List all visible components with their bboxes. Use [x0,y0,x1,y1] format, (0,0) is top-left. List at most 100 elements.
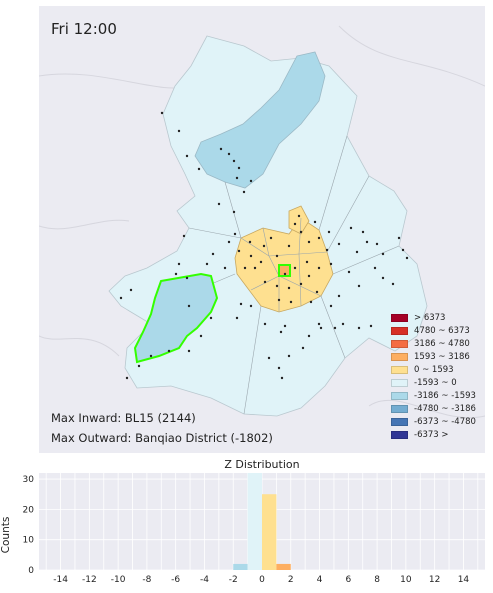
station-dot [174,272,178,276]
station-dot [333,326,337,330]
station-dot [373,266,377,270]
station-dot [283,324,287,328]
station-dot [299,230,303,234]
y-tick-label: 20 [23,505,35,515]
histogram-bar [233,563,248,570]
region-center-east [288,205,310,235]
map-title: Fri 12:00 [51,20,117,38]
x-tick-label: -10 [111,575,126,585]
legend-swatch [391,417,408,426]
station-dot [365,240,369,244]
station-dot [397,236,401,240]
station-dot [160,111,164,115]
y-tick-label: 30 [23,475,35,485]
station-dot [305,260,309,264]
station-dot [232,210,236,214]
station-dot [337,242,341,246]
x-tick-label: -6 [171,575,180,585]
station-dot [249,254,253,258]
bl15-inward-highlight [278,264,291,277]
legend-swatch [391,430,408,439]
x-tick-label: 4 [317,575,323,585]
max-outward-note: Max Outward: Banqiao District (-1802) [51,431,273,445]
station-dot [381,252,385,256]
legend-swatch [391,339,408,348]
x-tick-label: 12 [429,575,440,585]
station-dot [319,326,323,330]
x-tick-label: 6 [345,575,351,585]
map-canvas [39,25,485,419]
station-dot [277,298,281,302]
station-dot [235,176,239,180]
station-dot [125,376,129,380]
station-dot [137,364,141,368]
station-dot [357,326,361,330]
x-tick-label: -2 [229,575,238,585]
station-dot [280,376,284,380]
station-dot [317,236,321,240]
legend-swatch [391,352,408,361]
station-dot [263,322,267,326]
station-dot [239,302,243,306]
station-dot [287,286,291,290]
legend-swatch [391,391,408,400]
max-inward-note: Max Inward: BL15 (2144) [51,411,196,425]
station-dot [327,230,331,234]
station-dot [182,234,186,238]
station-dot [249,179,253,183]
district-borders [158,135,400,415]
station-dot [223,266,227,270]
legend-item: 1593 ~ 3186 [391,350,481,363]
legend-swatch [391,313,408,322]
station-dot [185,276,189,280]
legend-swatch [391,378,408,387]
legend-label: 1593 ~ 3186 [414,351,470,362]
x-tick-label: -8 [142,575,151,585]
legend-item: -6373 > [391,428,481,441]
station-dot [248,240,252,244]
station-dot [177,129,181,133]
legend-item: -4780 ~ -3186 [391,402,481,415]
legend-label: -6373 > [414,429,449,440]
x-tick-label: 2 [288,575,294,585]
station-dot [249,304,253,308]
legend-swatch [391,326,408,335]
station-dot [369,324,373,328]
histogram-bar [276,563,291,570]
station-dot [309,300,313,304]
station-dot [375,242,379,246]
station-dot [341,322,345,326]
station-dot [307,274,311,278]
station-dot [307,334,311,338]
histogram-bar [247,473,262,570]
legend-item: -3186 ~ -1593 [391,389,481,402]
station-dot [381,276,385,280]
station-dot [307,240,311,244]
station-dot [129,288,133,292]
station-dot [219,147,223,151]
y-tick-label: 10 [23,536,35,546]
station-dot [287,354,291,358]
station-dot [235,316,239,320]
station-dot [301,346,305,350]
station-dot [187,349,191,353]
station-dot [349,226,353,230]
station-dot [227,240,231,244]
station-dot [187,304,191,308]
station-dot [277,366,281,370]
legend-label: > 6373 [414,312,446,323]
legend-item: 0 ~ 1593 [391,363,481,376]
station-dot [347,270,351,274]
map-panel: Fri 12:00 > 6373 4780 ~ 6373 3186 ~ 4780 15… [39,6,485,453]
legend-label: -6373 ~ -4780 [414,416,476,427]
legend-label: -4780 ~ -3186 [414,403,476,414]
legend-item: -6373 ~ -4780 [391,415,481,428]
station-dot [197,167,201,171]
station-dot [317,266,321,270]
legend-label: 4780 ~ 6373 [414,325,470,336]
station-dot [205,262,209,266]
legend-label: 3186 ~ 4780 [414,338,470,349]
station-dot [283,272,287,276]
station-dot [149,354,153,358]
station-dot [243,266,247,270]
